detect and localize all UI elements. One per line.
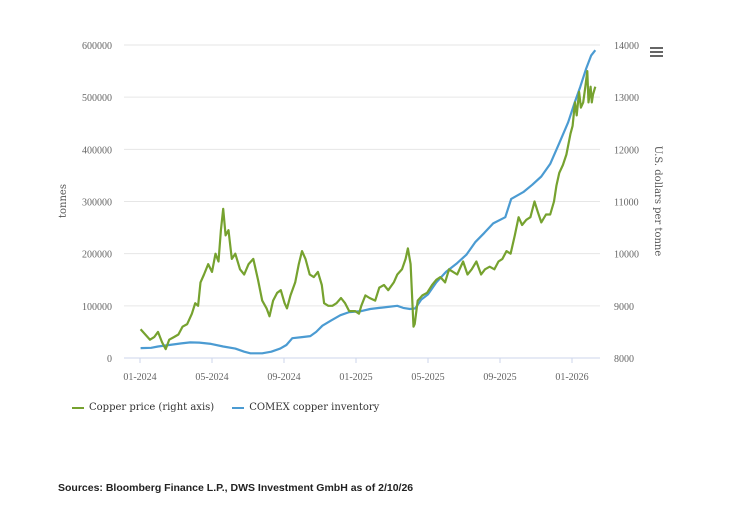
x-tick-label: 05-2024 [195, 372, 228, 383]
y-tick-label: 500000 [82, 93, 112, 104]
y2-tick-label: 12000 [614, 145, 639, 156]
y-axis-title: tonnes [58, 184, 69, 218]
legend-swatch [72, 406, 84, 409]
y2-tick-label: 10000 [614, 250, 639, 261]
y2-axis-title: U.S. dollars per tonne [652, 146, 663, 257]
y-tick-label: 100000 [82, 302, 112, 313]
y2-tick-label: 8000 [614, 354, 634, 365]
x-tick-label: 01-2024 [123, 372, 156, 383]
series-line-copper-price-right-axis- [139, 70, 597, 351]
x-tick-label: 09-2024 [267, 372, 300, 383]
y-tick-label: 600000 [82, 41, 112, 52]
y2-tick-label: 13000 [614, 93, 639, 104]
x-tick-label: 01-2026 [555, 372, 588, 383]
legend-item-comex-inventory[interactable]: COMEX copper inventory [232, 402, 379, 413]
legend-label: COMEX copper inventory [249, 402, 380, 413]
y-tick-label: 0 [107, 354, 112, 365]
y2-tick-label: 9000 [614, 302, 634, 313]
y-tick-label: 300000 [82, 198, 112, 209]
legend-label: Copper price (right axis) [89, 402, 215, 413]
x-tick-label: 09-2025 [483, 372, 516, 383]
y-tick-label: 200000 [82, 250, 112, 261]
series-line-comex-copper-inventory [140, 49, 597, 355]
source-note: Sources: Bloomberg Finance L.P., DWS Inv… [58, 482, 414, 494]
x-tick-label: 01-2025 [339, 372, 372, 383]
y2-tick-label: 11000 [614, 198, 639, 209]
x-tick-label: 05-2025 [411, 372, 444, 383]
y-tick-label: 400000 [82, 145, 112, 156]
legend-swatch [232, 406, 245, 409]
legend-item-copper-price[interactable]: Copper price (right axis) [72, 402, 214, 413]
hamburger-menu-icon[interactable] [650, 47, 663, 59]
legend: Copper price (right axis) COMEX copper i… [72, 402, 379, 413]
y2-tick-label: 14000 [614, 41, 639, 52]
